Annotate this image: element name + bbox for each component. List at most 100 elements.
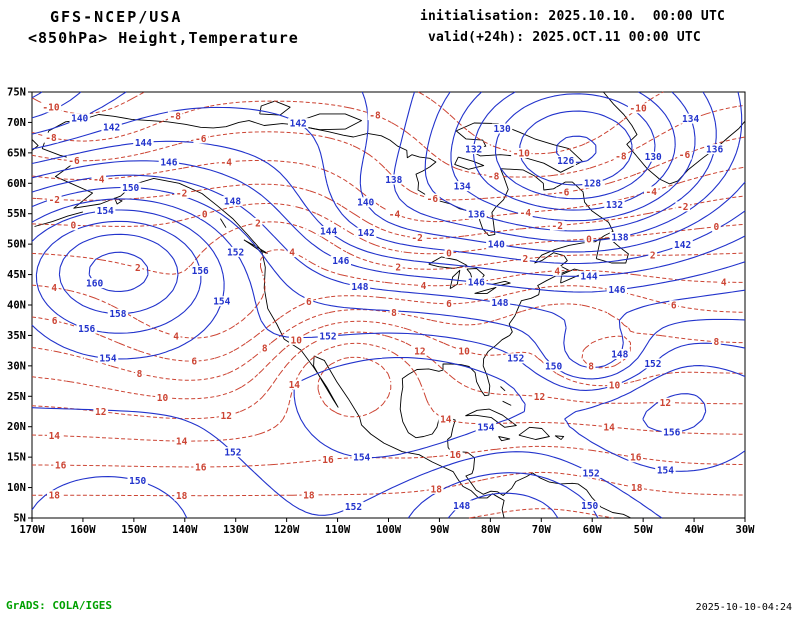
contour-label: 150 — [581, 501, 598, 512]
contour-label: 16 — [450, 450, 462, 461]
lon-axis-label: 50W — [634, 524, 654, 536]
lon-axis-label: 160W — [70, 524, 96, 536]
contour-label-box — [438, 414, 454, 425]
contour-label: 144 — [135, 138, 152, 149]
contour-label-box — [49, 282, 59, 293]
lat-axis-label: 20N — [7, 421, 26, 433]
contour-label-box — [387, 208, 402, 219]
height-contour-150 — [31, 186, 746, 519]
contour-label: -4 — [93, 175, 105, 186]
contour-label: 148 — [351, 282, 368, 293]
contour-label-box — [47, 430, 62, 441]
contour-label: -2 — [551, 221, 562, 232]
contour-label: 14 — [440, 415, 452, 426]
contour-label-box — [287, 379, 302, 390]
contour-label: 16 — [55, 461, 67, 472]
contour-label: -8 — [169, 112, 181, 123]
contour-label: 148 — [491, 298, 508, 309]
contour-label-box — [317, 331, 339, 342]
contour-label: 18 — [430, 484, 442, 495]
contour-label: 0 — [446, 248, 452, 259]
contour-label: 142 — [103, 123, 120, 134]
contour-label: 8 — [714, 337, 720, 348]
contour-label-box — [84, 278, 105, 289]
contour-label: 18 — [631, 483, 643, 494]
lat-axis-label: 25N — [7, 391, 26, 403]
contour-label-box — [609, 232, 631, 242]
contour-label: 2 — [255, 218, 261, 229]
contour-label-box — [658, 397, 673, 408]
coastline — [474, 286, 497, 294]
lat-axis-label: 60N — [7, 178, 26, 190]
contour-label: 146 — [160, 158, 177, 169]
contour-label: 2 — [135, 263, 141, 274]
contour-label: 146 — [332, 256, 349, 267]
contour-label-box — [97, 353, 119, 364]
contour-label-box — [486, 239, 507, 250]
contour-label-box — [669, 300, 679, 311]
contour-label-box — [613, 151, 629, 162]
contour-label-box — [127, 475, 148, 486]
contour-label: 4 — [289, 248, 295, 259]
contour-label-box — [521, 253, 530, 264]
contour-label: 140 — [357, 198, 374, 209]
contour-label-box — [549, 220, 565, 231]
lon-axis-label: 100W — [376, 524, 402, 536]
lon-axis-label: 40W — [685, 524, 705, 536]
contour-label-box — [349, 281, 371, 292]
init-time: initialisation: 2025.10.10. 00:00 UTC — [420, 9, 726, 24]
contour-label-box — [389, 307, 399, 318]
contour-label-box — [579, 500, 600, 511]
contour-label-box — [351, 452, 372, 463]
contour-label-box — [586, 361, 596, 372]
contour-label-box — [53, 460, 68, 471]
contour-label-box — [552, 265, 562, 276]
contour-label-box — [287, 247, 297, 258]
contour-label: 6 — [671, 301, 677, 312]
contour-label-box — [463, 144, 484, 155]
contour-label: 12 — [660, 398, 671, 409]
contour-label: 10 — [157, 393, 169, 404]
contour-label: 12 — [414, 346, 425, 357]
contour-label: 6 — [191, 356, 197, 367]
contour-label: -2 — [677, 202, 688, 213]
contour-label-box — [627, 103, 649, 114]
contour-label: 134 — [682, 114, 699, 125]
contour-label: 150 — [129, 476, 146, 487]
contour-label: 150 — [545, 362, 562, 373]
grads-credit: GrADS: COLA/IGES — [6, 599, 112, 612]
contour-label-box — [343, 501, 364, 512]
contour-label: 8 — [391, 308, 397, 319]
contour-label: 18 — [49, 491, 61, 502]
lat-axis-label: 40N — [7, 300, 26, 312]
contour-label: 134 — [454, 182, 471, 193]
contour-label-box — [190, 265, 211, 276]
contour-label: -8 — [488, 171, 500, 182]
render-timestamp: 2025-10-10-04:24 — [695, 602, 792, 613]
contour-label: 4 — [173, 331, 179, 342]
contour-label-box — [580, 467, 602, 478]
contour-label: 160 — [86, 279, 103, 290]
coastline — [603, 91, 746, 185]
contour-label: -10 — [513, 148, 530, 159]
contour-label-box — [655, 465, 676, 476]
contour-label-box — [556, 187, 571, 198]
contour-label: 4 — [421, 281, 427, 292]
contour-label-box — [486, 170, 501, 181]
contour-label: -6 — [195, 134, 207, 145]
contour-label: 0 — [202, 209, 208, 220]
contour-label: 130 — [645, 152, 662, 163]
contour-label-box — [582, 178, 603, 189]
contour-label-box — [604, 199, 625, 210]
contour-label: 154 — [213, 297, 230, 308]
contour-label: 16 — [630, 453, 642, 464]
contour-label-box — [320, 454, 336, 465]
contour-label: 16 — [322, 455, 334, 466]
contour-label-box — [218, 157, 234, 168]
contour-label-box — [355, 197, 376, 208]
contour-label-box — [719, 277, 729, 288]
contour-label: 14 — [289, 380, 301, 391]
contour-label-box — [301, 490, 317, 500]
